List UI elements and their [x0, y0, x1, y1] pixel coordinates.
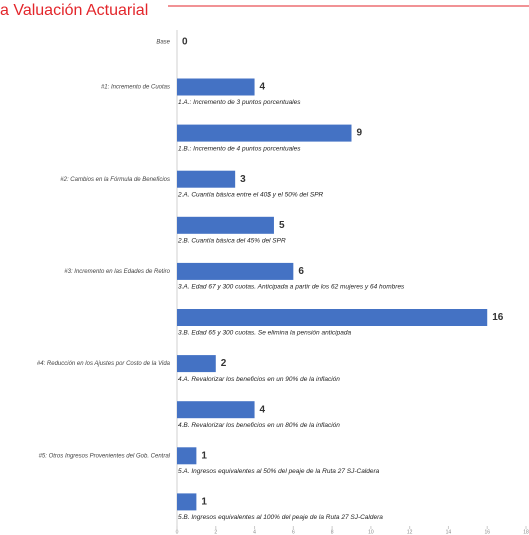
value-label: 5 — [279, 220, 285, 231]
bar — [177, 493, 197, 511]
category-label: #1: Incremento de Cuotas — [101, 85, 170, 91]
bar-description: 2.B. Cuantía básica del 45% del SPR — [177, 238, 286, 245]
category-label: #5: Otros Ingresos Provenientes del Gob.… — [39, 453, 171, 459]
value-label: 16 — [492, 312, 504, 323]
x-tick-label: 8 — [331, 529, 334, 535]
value-label: 4 — [260, 404, 266, 415]
x-tick-label: 0 — [176, 529, 179, 535]
category-label: Base — [156, 40, 170, 46]
bar-description: 5.B. Ingresos equivalentes al 100% del p… — [178, 514, 383, 521]
bar — [177, 401, 255, 419]
x-tick-label: 6 — [292, 529, 295, 535]
value-label: 2 — [221, 358, 227, 369]
bar — [177, 78, 255, 96]
category-label: #4: Reducción en los Ajustes por Costo d… — [37, 361, 171, 367]
x-tick-label: 16 — [484, 529, 490, 535]
x-tick-label: 2 — [214, 529, 217, 535]
value-label: 4 — [260, 82, 266, 93]
x-tick-label: 18 — [523, 529, 529, 535]
value-label: 6 — [298, 266, 304, 277]
bar-description: 3.B. Edad 65 y 300 cuotas. Se elimina la… — [178, 330, 351, 337]
x-tick-label: 12 — [407, 529, 413, 535]
x-tick-label: 4 — [253, 529, 256, 535]
bar-description: 1.B.: Incremento de 4 puntos porcentuale… — [178, 145, 301, 152]
value-label: 1 — [201, 450, 207, 461]
bar-description: 4.A. Revalorizar los beneficios en un 90… — [178, 376, 340, 383]
value-label: 0 — [182, 37, 188, 48]
bar — [177, 447, 197, 465]
chart-title: a Valuación Actuarial — [0, 2, 148, 19]
bar-description: 4.B. Revalorizar los beneficios en un 80… — [178, 422, 340, 429]
bar — [177, 262, 294, 280]
category-label: #2: Cambios en la Fórmula de Beneficios — [60, 177, 170, 183]
bar — [177, 124, 352, 142]
bar-description: 2.A. Cuantía básica entre el 40$ y el 50… — [177, 191, 324, 198]
bar — [177, 216, 274, 234]
bar — [177, 309, 488, 326]
bar — [177, 355, 216, 373]
value-label: 9 — [357, 128, 363, 139]
category-label: #3: Incremento en las Edades de Retiro — [64, 269, 170, 275]
bar-description: 3.A. Edad 67 y 300 cuotas. Anticipada a … — [178, 284, 405, 291]
x-tick-label: 14 — [446, 529, 452, 535]
bar-description: 1.A.: Incremento de 3 puntos porcentuale… — [178, 99, 301, 106]
x-tick-label: 10 — [368, 529, 374, 535]
bar-description: 5.A. Ingresos equivalentes al 50% del pe… — [178, 468, 380, 475]
bar — [177, 170, 236, 188]
value-label: 3 — [240, 174, 246, 185]
value-label: 1 — [201, 497, 207, 508]
